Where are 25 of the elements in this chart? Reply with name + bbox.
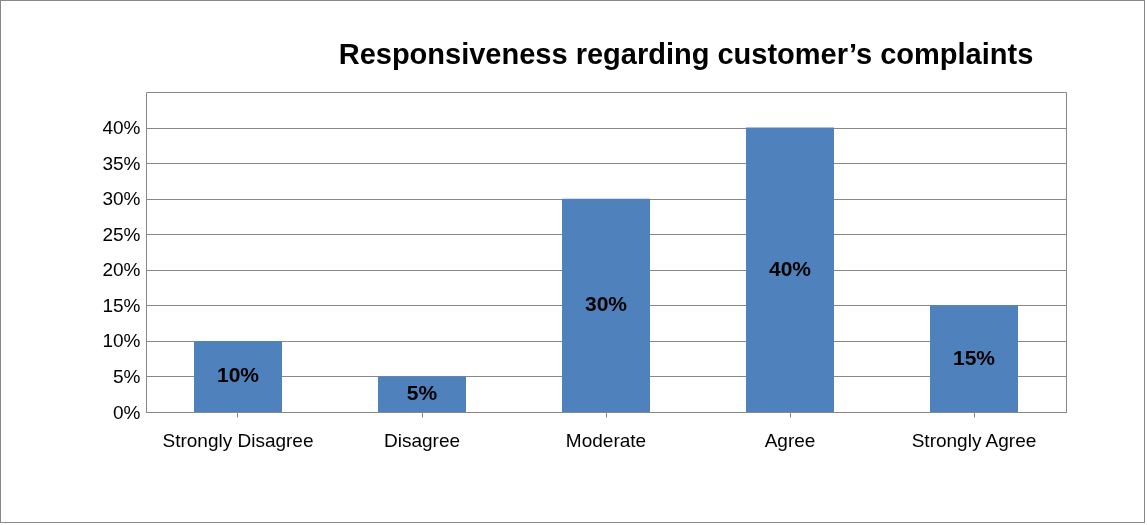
bar: [378, 376, 466, 412]
y-tick-label: 30%: [102, 188, 141, 210]
y-tick-label: 40%: [102, 117, 141, 139]
y-tick-label: 10%: [102, 330, 141, 352]
bar: [194, 340, 282, 412]
bar: [562, 198, 650, 412]
data-label: 30%: [584, 292, 628, 316]
y-tick-label: 20%: [102, 259, 141, 281]
y-tick-label: 5%: [113, 365, 141, 387]
bar: [930, 305, 1018, 412]
data-label: 5%: [406, 381, 438, 405]
y-tick-label: 25%: [102, 223, 141, 245]
x-tick-label: Disagree: [383, 429, 461, 451]
data-label: 40%: [768, 256, 812, 280]
x-tick-label: Strongly Agree: [911, 429, 1037, 451]
y-tick-label: 15%: [102, 294, 141, 316]
y-tick-label: 35%: [102, 152, 141, 174]
chart-title: Responsiveness regarding customer’s complaints: [338, 38, 1034, 70]
x-tick-label: Agree: [764, 429, 816, 451]
data-label: 10%: [216, 363, 260, 387]
x-tick-label: Strongly Disagree: [162, 429, 314, 451]
x-tick-label: Moderate: [565, 429, 647, 451]
data-label: 15%: [952, 345, 996, 369]
bar: [746, 127, 834, 412]
y-tick-label: 0%: [113, 401, 141, 423]
